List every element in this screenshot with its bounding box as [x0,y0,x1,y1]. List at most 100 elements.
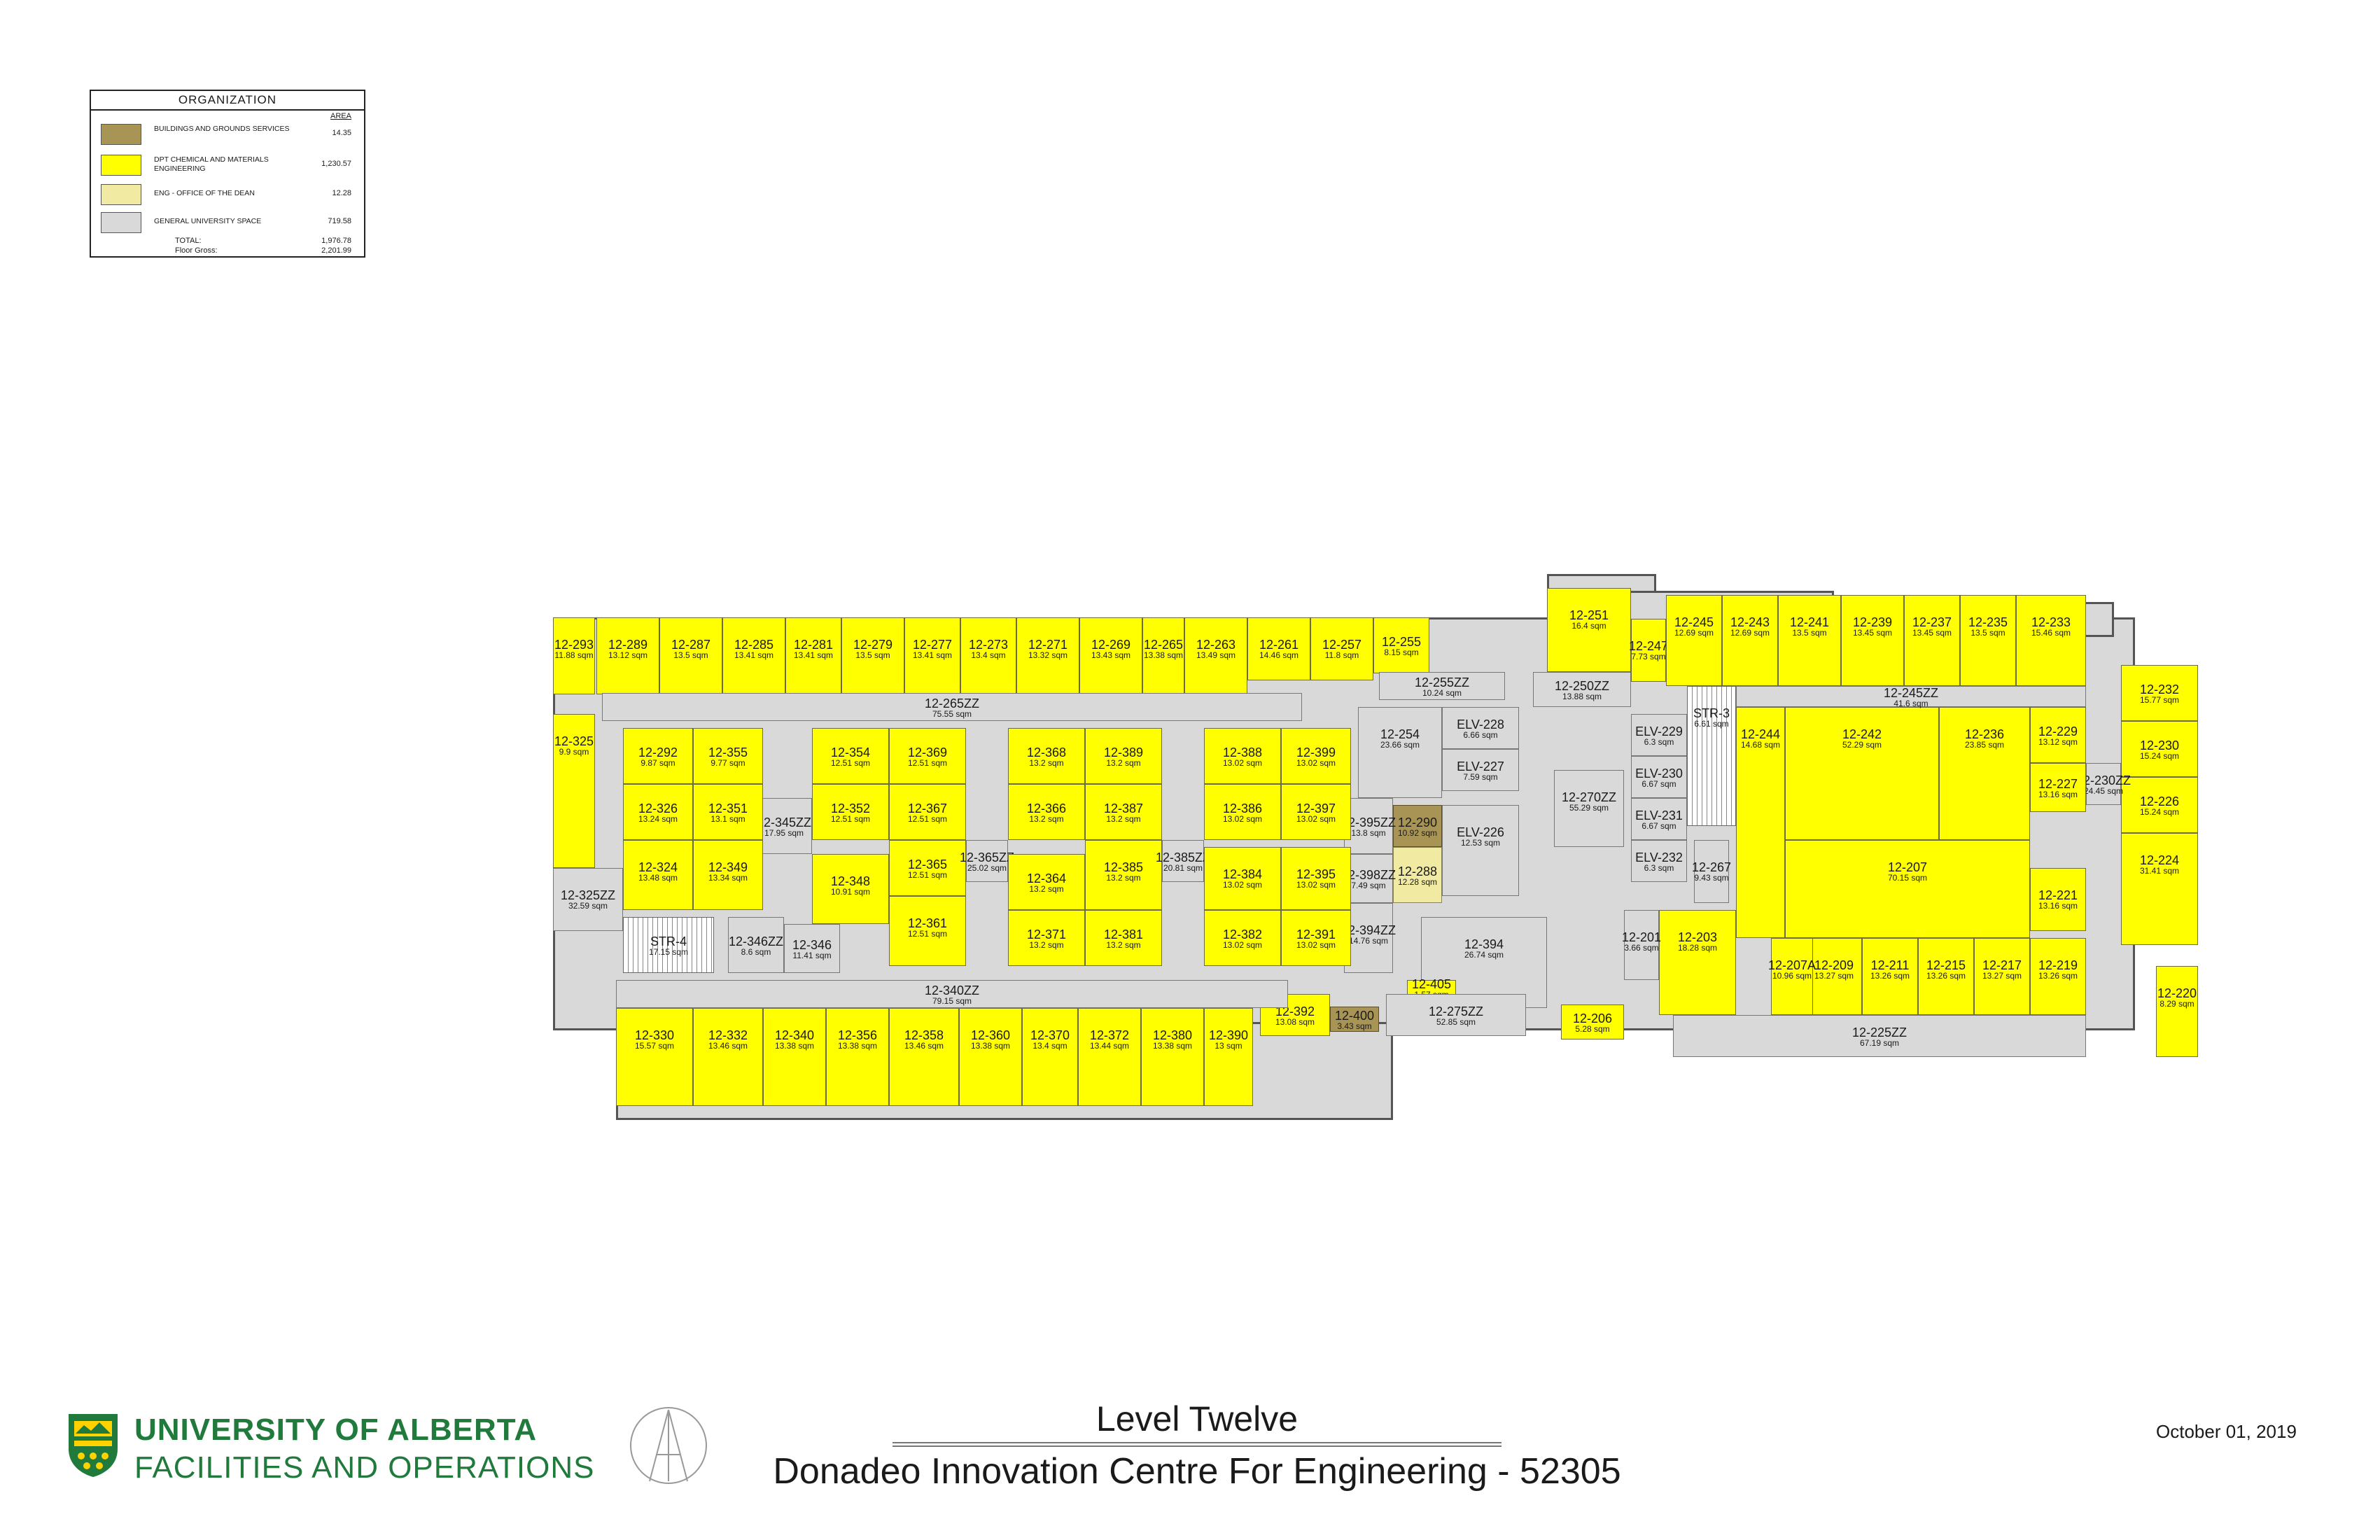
room-12-388[interactable] [1204,728,1281,784]
room-12-385zz[interactable] [1162,840,1204,882]
room-str-4[interactable] [623,917,714,973]
room-12-275zz[interactable] [1386,994,1526,1036]
room-12-233[interactable] [2016,595,2086,686]
room-12-372[interactable] [1078,1008,1141,1106]
room-12-290[interactable] [1393,805,1442,847]
room-12-211[interactable] [1862,938,1918,1015]
room-12-279[interactable] [841,617,904,694]
room-12-265[interactable] [1142,617,1184,694]
room-12-267[interactable] [1694,840,1729,903]
room-12-226[interactable] [2121,777,2198,833]
room-12-221[interactable] [2030,868,2086,931]
room-12-326[interactable] [623,784,693,840]
room-12-385[interactable] [1085,840,1162,910]
room-12-219[interactable] [2030,938,2086,1015]
room-elv-231[interactable] [1631,798,1687,840]
room-12-349[interactable] [693,840,763,910]
room-12-230zz[interactable] [2086,763,2121,805]
room-12-206[interactable] [1561,1004,1624,1040]
room-12-351[interactable] [693,784,763,840]
room-12-207a[interactable] [1771,938,1813,1015]
room-12-229[interactable] [2030,707,2086,763]
room-12-236[interactable] [1939,707,2030,840]
room-12-367[interactable] [889,784,966,840]
room-12-257[interactable] [1310,617,1373,680]
room-12-332[interactable] [693,1008,763,1106]
room-12-239[interactable] [1841,595,1904,686]
room-12-277[interactable] [904,617,960,694]
room-12-398zz[interactable] [1344,854,1393,903]
room-12-365zz[interactable] [966,840,1008,882]
room-12-270zz[interactable] [1554,770,1624,847]
room-12-289[interactable] [596,617,659,694]
room-12-285[interactable] [722,617,785,694]
room-12-394[interactable] [1421,917,1547,1008]
room-12-389[interactable] [1085,728,1162,784]
room-12-245[interactable] [1666,595,1722,686]
room-12-384[interactable] [1204,847,1281,910]
room-12-358[interactable] [889,1008,959,1106]
room-12-325zz[interactable] [553,868,623,931]
room-12-395[interactable] [1281,847,1351,910]
room-12-251[interactable] [1547,588,1631,672]
room-12-287[interactable] [659,617,722,694]
room-12-243[interactable] [1722,595,1778,686]
room-12-232[interactable] [2121,665,2198,721]
room-12-390[interactable] [1204,1008,1253,1106]
room-12-365[interactable] [889,840,966,896]
room-12-346[interactable] [784,924,840,973]
room-elv-228[interactable] [1442,707,1519,749]
room-12-360[interactable] [959,1008,1022,1106]
room-12-361[interactable] [889,896,966,966]
room-elv-229[interactable] [1631,714,1687,756]
room-12-269[interactable] [1079,617,1142,694]
room-elv-232[interactable] [1631,840,1687,882]
room-12-369[interactable] [889,728,966,784]
room-12-356[interactable] [826,1008,889,1106]
room-12-281[interactable] [785,617,841,694]
room-elv-230[interactable] [1631,756,1687,798]
room-12-255zz[interactable] [1379,672,1505,700]
room-str-3[interactable] [1687,686,1736,826]
room-12-345zz[interactable] [756,798,812,854]
room-12-247[interactable] [1631,619,1666,682]
room-12-215[interactable] [1918,938,1974,1015]
room-12-352[interactable] [812,784,889,840]
room-12-245zz[interactable] [1736,686,2086,707]
room-12-382[interactable] [1204,910,1281,966]
room-12-201[interactable] [1624,910,1659,980]
room-12-254[interactable] [1358,707,1442,798]
room-12-227[interactable] [2030,763,2086,812]
room-12-380[interactable] [1141,1008,1204,1106]
room-12-242[interactable] [1785,707,1939,840]
room-12-346zz[interactable] [728,917,784,973]
room-12-207[interactable] [1785,840,2030,938]
room-12-288[interactable] [1393,847,1442,903]
room-12-255[interactable] [1373,617,1429,673]
room-12-244[interactable] [1736,707,1785,938]
room-12-381[interactable] [1085,910,1162,966]
room-12-209[interactable] [1806,938,1862,1015]
room-elv-226[interactable] [1442,805,1519,896]
room-12-391[interactable] [1281,910,1351,966]
room-12-355[interactable] [693,728,763,784]
room-12-371[interactable] [1008,910,1085,966]
room-12-330[interactable] [616,1008,693,1106]
room-12-394zz[interactable] [1344,903,1393,973]
room-12-399[interactable] [1281,728,1351,784]
room-12-241[interactable] [1778,595,1841,686]
room-12-225zz[interactable] [1673,1015,2086,1057]
room-12-220[interactable] [2156,966,2198,1057]
room-12-366[interactable] [1008,784,1085,840]
room-12-397[interactable] [1281,784,1351,840]
room-12-217[interactable] [1974,938,2030,1015]
room-12-224[interactable] [2121,833,2198,945]
room-12-292[interactable] [623,728,693,784]
room-12-293[interactable] [553,617,595,694]
room-12-235[interactable] [1960,595,2016,686]
room-12-386[interactable] [1204,784,1281,840]
room-12-230[interactable] [2121,721,2198,777]
room-12-340zz[interactable] [616,980,1288,1008]
room-12-325[interactable] [553,714,595,868]
room-12-273[interactable] [960,617,1016,694]
